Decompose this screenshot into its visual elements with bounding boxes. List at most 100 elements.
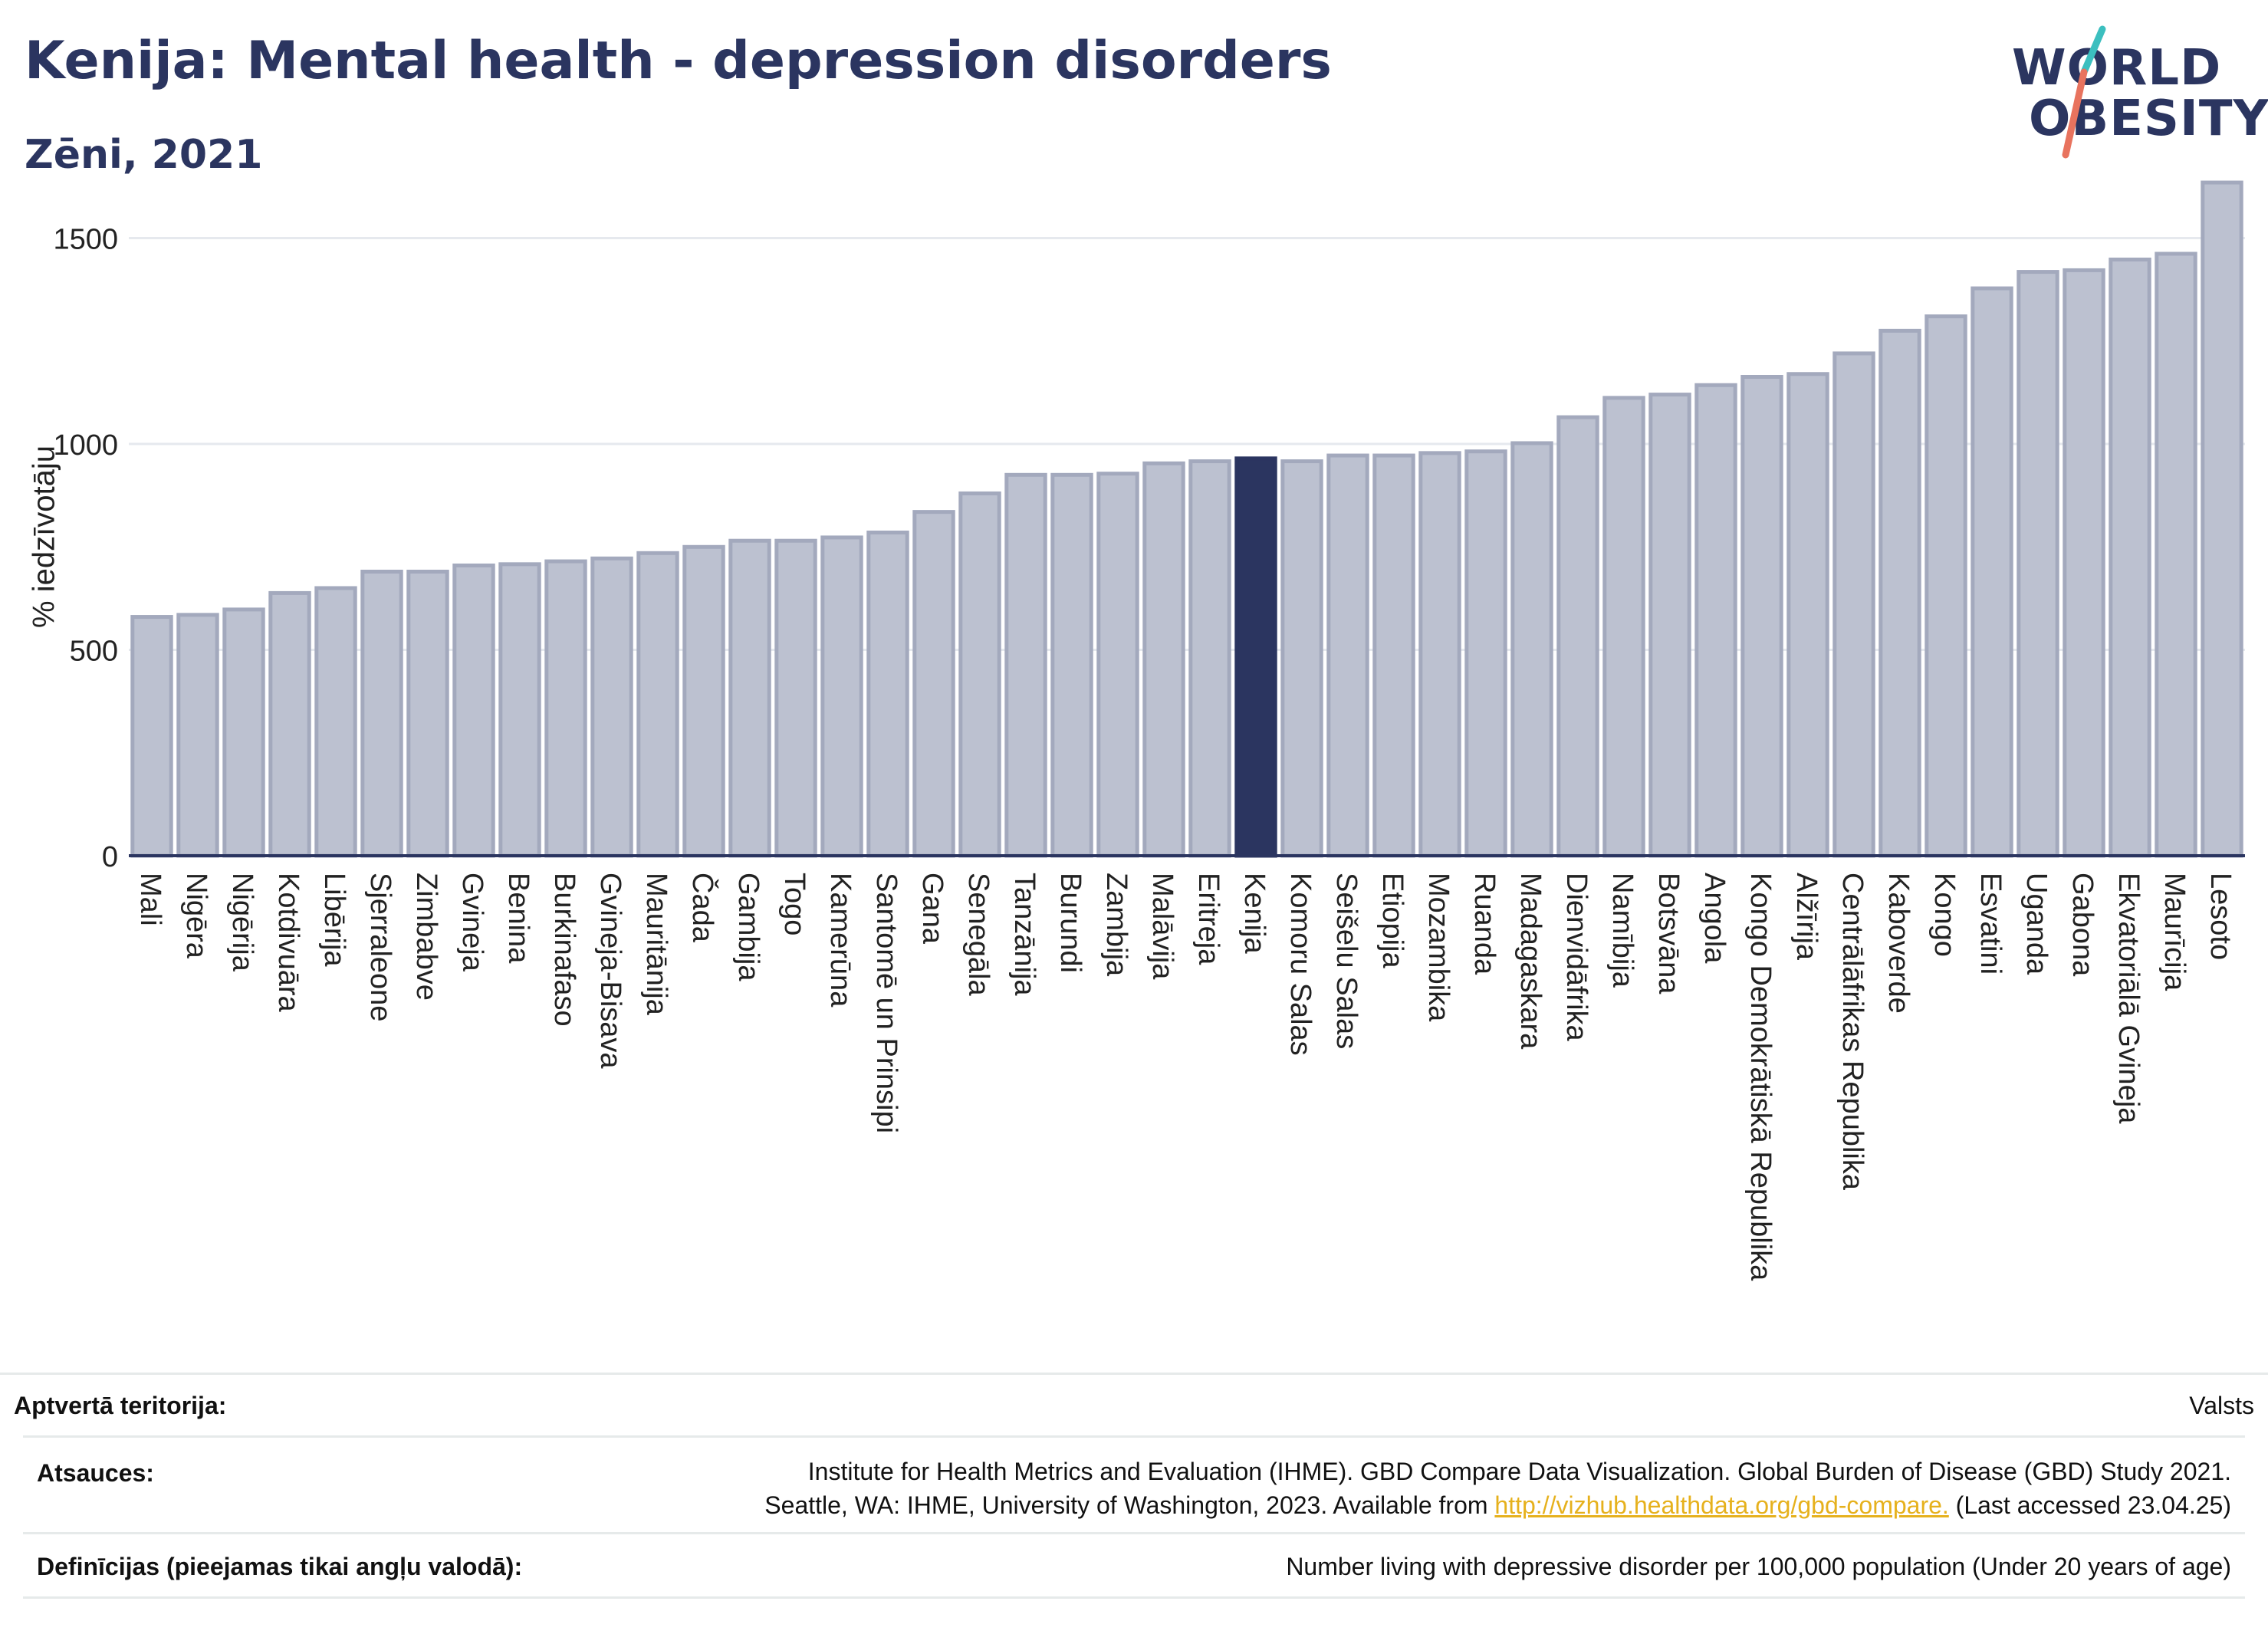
bar — [1418, 451, 1461, 858]
x-tick-label: Kenija — [1238, 873, 1270, 954]
bar — [1004, 472, 1047, 858]
x-tick-label: Seišelu Salas — [1330, 873, 1362, 1049]
bar — [1188, 459, 1231, 858]
bar — [1096, 472, 1139, 858]
bar — [1971, 286, 2013, 858]
x-tick-label: Ruanda — [1468, 873, 1500, 975]
x-tick-label: Dienvidāfrika — [1560, 873, 1593, 1042]
x-tick-label: Togo — [778, 873, 810, 935]
x-tick-label: Namībija — [1606, 873, 1639, 988]
x-tick-label: Mali — [134, 873, 166, 926]
x-tick-label: Maurīcija — [2158, 873, 2191, 991]
bar — [452, 563, 495, 858]
definitions-value: Number living with depressive disorder p… — [1286, 1553, 2231, 1580]
x-tick-label: Esvatini — [1974, 873, 2007, 975]
x-tick-label: Burkinafaso — [548, 873, 580, 1027]
bar — [1280, 459, 1323, 858]
sources-line2: Seattle, WA: IHME, University of Washing… — [764, 1488, 2231, 1522]
bar — [2063, 268, 2105, 858]
bar — [1694, 383, 1737, 858]
bar — [774, 538, 817, 858]
world-obesity-logo: WORLD OBESITY — [1994, 23, 2268, 161]
x-tick-label: Libērija — [318, 873, 350, 967]
territory-value: Valsts — [2189, 1392, 2254, 1419]
bar — [176, 613, 219, 858]
x-tick-label: Kotdivuāra — [272, 873, 304, 1013]
bar — [1234, 456, 1277, 858]
x-tick-label: Kaboverde — [1882, 873, 1915, 1014]
x-tick-label: Centrālāfrikas Republika — [1836, 873, 1869, 1191]
x-tick-label: Eritreja — [1192, 873, 1224, 965]
x-tick-label: Kongo Demokrātiskā Republika — [1744, 873, 1777, 1281]
bar-chart: 0 500 1000 1500 Mali Nigēra Nigērija Kotdivuāra… — [53, 180, 2245, 1281]
bar — [1372, 453, 1415, 858]
bar — [912, 510, 955, 858]
bar — [498, 562, 541, 858]
bar — [1464, 449, 1507, 858]
x-tick-label: Nigēra — [180, 873, 212, 959]
bar — [1648, 393, 1691, 858]
x-tick-label: Kongo — [1928, 873, 1961, 957]
x-tick-label: Botsvāna — [1652, 873, 1685, 995]
x-tick-label: Kamerūna — [824, 873, 856, 1008]
x-tick-label: Mauritānija — [640, 873, 672, 1016]
y-tick-label: 1000 — [53, 429, 118, 462]
x-tick-label: Etiopija — [1376, 873, 1408, 968]
bar — [682, 544, 725, 858]
bar — [1556, 415, 1599, 858]
x-tick-label: Komoru Salas — [1284, 873, 1316, 1056]
x-tick-label: Santomē un Prinsipi — [870, 873, 902, 1133]
x-tick-label: Gvineja-Bisava — [594, 873, 626, 1069]
x-tick-label: Zimbabve — [410, 873, 442, 1001]
sources-line2-pre: Seattle, WA: IHME, University of Washing… — [764, 1491, 1488, 1519]
bar — [2017, 270, 2059, 858]
x-tick-label: Angola — [1698, 873, 1731, 964]
x-tick-label: Alžīrija — [1790, 873, 1823, 961]
x-tick-label: Gana — [916, 873, 948, 945]
bar — [2201, 180, 2243, 858]
territory-row: Aptvertā teritorija: Valsts — [0, 1373, 2268, 1436]
bar — [958, 491, 1001, 858]
x-tick-label: Malāvija — [1146, 873, 1178, 980]
bar — [1740, 375, 1783, 858]
bar — [2109, 257, 2151, 858]
bar — [1510, 441, 1553, 858]
x-tick-label: Zambija — [1100, 873, 1132, 977]
x-tick-label: Burundi — [1054, 873, 1086, 973]
x-tick-label: Mozambika — [1422, 873, 1454, 1022]
definitions-row: Definīcijas (pieejamas tikai angļu valod… — [23, 1532, 2245, 1597]
x-tick-label: Senegāla — [962, 873, 994, 996]
x-tick-label: Čada — [686, 873, 720, 943]
sources-link[interactable]: http://vizhub.healthdata.org/gbd-compare… — [1494, 1491, 1949, 1519]
x-tick-label: Madagaskara — [1514, 873, 1547, 1050]
bar — [1878, 328, 1921, 858]
bar — [406, 569, 449, 858]
y-tick-label: 1500 — [53, 224, 118, 256]
sources-label: Atsauces: — [37, 1459, 154, 1487]
territory-label: Aptvertā teritorija: — [14, 1392, 227, 1419]
bar — [728, 538, 771, 858]
x-tick-label: Gambija — [732, 873, 764, 981]
bar — [1602, 396, 1645, 858]
sources-value: Institute for Health Metrics and Evaluat… — [764, 1455, 2231, 1522]
bar — [222, 607, 265, 858]
bar — [314, 586, 357, 858]
logo-slash-icon — [2062, 25, 2106, 159]
chart-subtitle: Zēni, 2021 — [25, 132, 263, 178]
bar — [590, 556, 633, 858]
x-tick-label: Sjerraleone — [364, 873, 396, 1021]
x-tick-label: Gvineja — [456, 873, 488, 972]
bar — [2155, 252, 2197, 858]
bar — [1142, 461, 1185, 858]
sources-line1: Institute for Health Metrics and Evaluat… — [807, 1458, 2231, 1485]
bar — [130, 615, 173, 858]
y-tick-label: 500 — [70, 636, 118, 668]
logo-text-line1: WORLD — [2012, 40, 2222, 97]
footer-bottom-rule — [23, 1596, 2245, 1599]
chart-title: Kenija: Mental health - depression disor… — [25, 31, 1332, 91]
sources-line2-post: (Last accessed 23.04.25) — [1955, 1491, 2231, 1519]
bar — [360, 569, 403, 858]
bar — [820, 535, 863, 858]
bar — [1786, 372, 1829, 858]
bar — [268, 590, 311, 858]
